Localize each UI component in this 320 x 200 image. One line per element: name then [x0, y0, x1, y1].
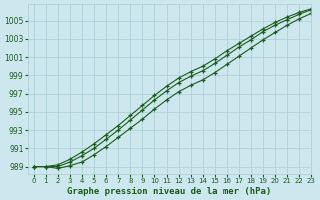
- X-axis label: Graphe pression niveau de la mer (hPa): Graphe pression niveau de la mer (hPa): [68, 187, 272, 196]
